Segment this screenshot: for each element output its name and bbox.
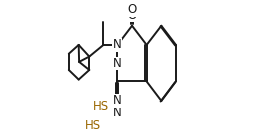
Text: HS: HS (85, 119, 101, 132)
Text: N: N (113, 38, 122, 51)
Text: HS: HS (93, 100, 109, 113)
Text: N: N (113, 57, 122, 70)
Text: N: N (113, 94, 122, 107)
Text: O: O (127, 9, 136, 22)
Text: N: N (113, 106, 122, 119)
Text: O: O (127, 3, 137, 16)
